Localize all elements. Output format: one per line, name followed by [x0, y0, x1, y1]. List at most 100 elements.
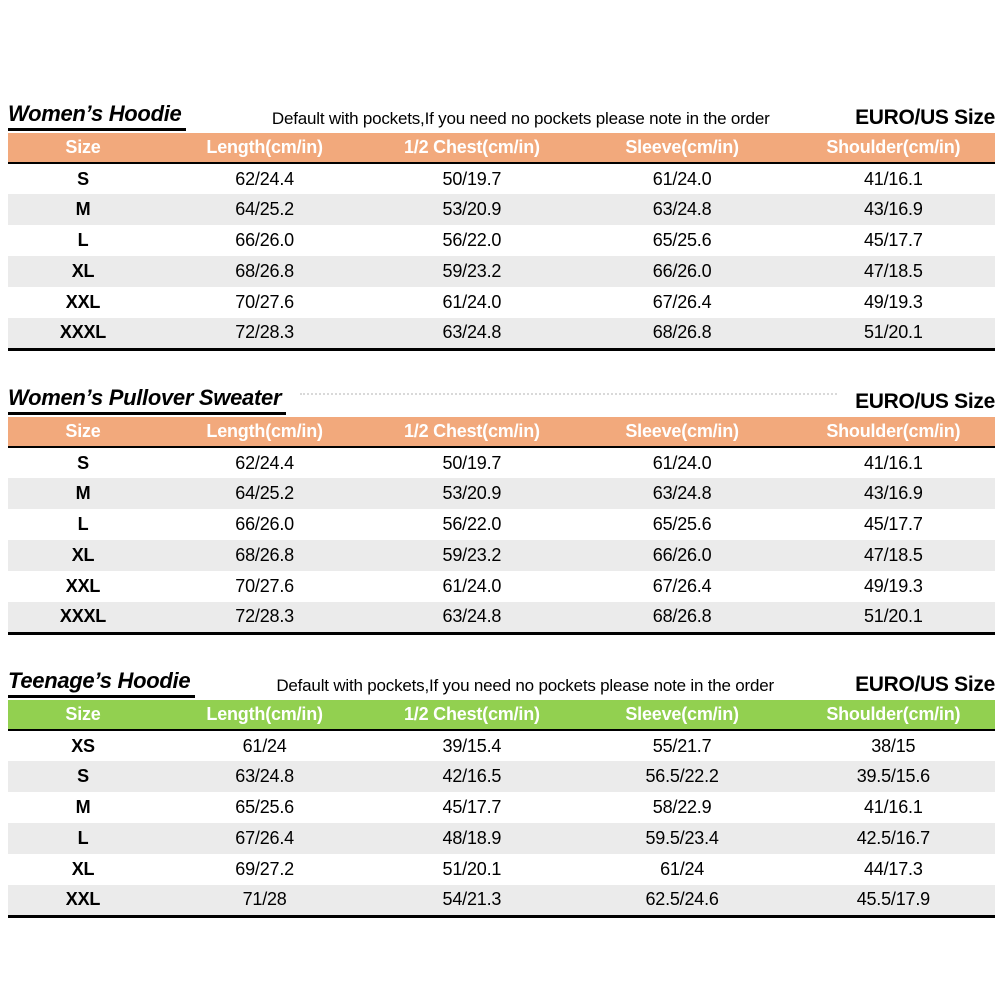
value-cell: 67/26.4	[235, 828, 294, 848]
value-cell: 65/25.6	[235, 797, 294, 817]
table-row: XL 69/27.2 51/20.1 61/24 44/17.3	[8, 854, 995, 885]
size-cell: L	[77, 514, 89, 534]
column-header-sleeve: Sleeve(cm/in)	[572, 417, 792, 448]
value-cell: 59.5/23.4	[645, 828, 719, 848]
value-cell: 49/19.3	[864, 292, 923, 312]
value-cell: 45/17.7	[864, 230, 923, 250]
value-cell: 65/25.6	[652, 514, 712, 534]
value-cell: 61/24.0	[652, 168, 712, 189]
size-cell: S	[77, 766, 89, 786]
value-cell: 64/25.2	[235, 483, 294, 503]
size-cell: S	[77, 452, 89, 473]
column-header-1-2-chest: 1/2 Chest(cm/in)	[371, 133, 573, 164]
table-row: L 66/26.0 56/22.0 65/25.6 45/17.7	[8, 225, 995, 256]
column-header-size: Size	[8, 133, 159, 164]
table-row: XXXL 72/28.3 63/24.8 68/26.8 51/20.1	[8, 318, 995, 349]
value-cell: 63/24.8	[442, 322, 502, 343]
value-cell: 41/16.1	[864, 797, 923, 817]
value-cell: 58/22.9	[652, 797, 712, 817]
table-row: S 62/24.4 50/19.7 61/24.0 41/16.1	[8, 163, 995, 194]
column-header-size: Size	[8, 417, 159, 448]
size-cell: XL	[71, 261, 95, 281]
value-cell: 62/24.4	[235, 452, 294, 473]
section-title-row: Women’s Hoodie Default with pockets,If y…	[8, 101, 995, 131]
value-cell: 64/25.2	[235, 199, 294, 219]
column-header-length: Length(cm/in)	[158, 417, 372, 448]
size-cell: L	[77, 230, 89, 250]
size-table: Size Length(cm/in) 1/2 Chest(cm/in) Sleeve(…	[8, 700, 995, 918]
table-row: L 66/26.0 56/22.0 65/25.6 45/17.7	[8, 509, 995, 540]
size-cell: M	[75, 483, 91, 503]
value-cell: 71/28	[242, 889, 287, 910]
table-row: XS 61/24 39/15.4 55/21.7 38/15	[8, 730, 995, 761]
column-header-size: Size	[8, 700, 159, 731]
size-table: Size Length(cm/in) 1/2 Chest(cm/in) Sleeve(…	[8, 417, 995, 635]
table-header-row: Size Length(cm/in) 1/2 Chest(cm/in) Sleeve(…	[8, 700, 995, 731]
size-cell: XL	[71, 545, 95, 565]
value-cell: 68/26.8	[652, 322, 712, 343]
value-cell: 53/20.9	[442, 199, 502, 219]
size-cell: XXL	[65, 889, 101, 910]
value-cell: 51/20.1	[864, 606, 923, 627]
value-cell: 45/17.7	[864, 514, 923, 534]
value-cell: 61/24.0	[442, 576, 502, 596]
size-cell: XS	[71, 735, 95, 756]
size-table: Size Length(cm/in) 1/2 Chest(cm/in) Sleeve(…	[8, 133, 995, 351]
value-cell: 56.5/22.2	[645, 766, 719, 786]
value-cell: 65/25.6	[652, 230, 712, 250]
value-cell: 61/24	[242, 735, 287, 756]
table-row: XXL 70/27.6 61/24.0 67/26.4 49/19.3	[8, 287, 995, 318]
teenages-hoodie-section: Teenage’s Hoodie Default with pockets,If…	[8, 668, 995, 918]
value-cell: 72/28.3	[235, 322, 294, 343]
womens-hoodie-section: Women’s Hoodie Default with pockets,If y…	[8, 101, 995, 351]
size-cell: XL	[71, 859, 95, 879]
value-cell: 50/19.7	[442, 168, 502, 189]
value-cell: 56/22.0	[442, 514, 502, 534]
value-cell: 69/27.2	[235, 859, 294, 879]
column-header-length: Length(cm/in)	[158, 700, 372, 731]
value-cell: 41/16.1	[864, 452, 923, 473]
value-cell: 59/23.2	[442, 261, 502, 281]
table-row: XXL 71/28 54/21.3 62.5/24.6 45.5/17.9	[8, 885, 995, 916]
value-cell: 48/18.9	[442, 828, 502, 848]
value-cell: 45/17.7	[442, 797, 502, 817]
value-cell: 63/24.8	[652, 483, 712, 503]
value-cell: 62/24.4	[235, 168, 294, 189]
column-header-1-2-chest: 1/2 Chest(cm/in)	[371, 417, 573, 448]
column-header-sleeve: Sleeve(cm/in)	[572, 700, 792, 731]
table-row: S 63/24.8 42/16.5 56.5/22.2 39.5/15.6	[8, 761, 995, 792]
table-title: Women’s Pullover Sweater	[8, 385, 287, 415]
value-cell: 59/23.2	[442, 545, 502, 565]
value-cell: 43/16.9	[864, 483, 923, 503]
pockets-note: Default with pockets,If you need no pock…	[276, 676, 774, 695]
table-row: L 67/26.4 48/18.9 59.5/23.4 42.5/16.7	[8, 823, 995, 854]
value-cell: 66/26.0	[235, 230, 294, 250]
value-cell: 43/16.9	[864, 199, 923, 219]
table-header-row: Size Length(cm/in) 1/2 Chest(cm/in) Sleeve(…	[8, 417, 995, 448]
womens-pullover-sweater-section: Women’s Pullover Sweater EURO/US Size Si…	[8, 385, 995, 635]
table-title: Teenage’s Hoodie	[8, 668, 196, 698]
value-cell: 55/21.7	[652, 735, 712, 756]
euro-us-size-label: EURO/US Size	[855, 673, 995, 696]
size-cell: M	[75, 199, 91, 219]
table-row: XL 68/26.8 59/23.2 66/26.0 47/18.5	[8, 540, 995, 571]
pockets-note: Default with pockets,If you need no pock…	[271, 109, 770, 128]
table-row: M 64/25.2 53/20.9 63/24.8 43/16.9	[8, 478, 995, 509]
column-header-sleeve: Sleeve(cm/in)	[572, 133, 792, 164]
size-cell: M	[75, 797, 91, 817]
value-cell: 68/26.8	[652, 606, 712, 627]
value-cell: 54/21.3	[442, 889, 502, 910]
value-cell: 56/22.0	[442, 230, 502, 250]
value-cell: 45.5/17.9	[856, 889, 930, 910]
value-cell: 72/28.3	[235, 606, 294, 627]
column-header-length: Length(cm/in)	[158, 133, 372, 164]
size-cell: L	[77, 828, 89, 848]
value-cell: 47/18.5	[864, 545, 923, 565]
value-cell: 70/27.6	[235, 576, 294, 596]
value-cell: 44/17.3	[864, 859, 923, 879]
value-cell: 68/26.8	[235, 545, 294, 565]
value-cell: 63/24.8	[235, 766, 294, 786]
table-title: Women’s Hoodie	[8, 101, 187, 131]
size-cell: XXXL	[59, 606, 107, 627]
